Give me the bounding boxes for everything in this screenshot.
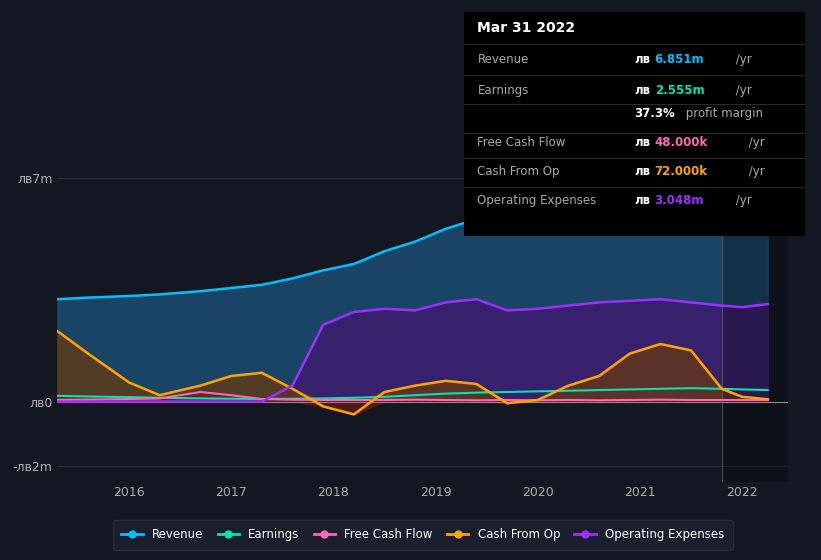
Text: лв: лв xyxy=(635,165,650,178)
Text: Mar 31 2022: Mar 31 2022 xyxy=(478,21,576,35)
Text: 2.555m: 2.555m xyxy=(654,84,704,97)
Text: Cash From Op: Cash From Op xyxy=(478,165,560,178)
Text: profit margin: profit margin xyxy=(682,106,763,120)
Legend: Revenue, Earnings, Free Cash Flow, Cash From Op, Operating Expenses: Revenue, Earnings, Free Cash Flow, Cash … xyxy=(113,520,732,549)
Text: /yr: /yr xyxy=(732,53,752,66)
Text: /yr: /yr xyxy=(732,84,752,97)
Text: 48.000k: 48.000k xyxy=(654,136,708,149)
Text: 37.3%: 37.3% xyxy=(635,106,675,120)
Text: Earnings: Earnings xyxy=(478,84,529,97)
Text: Revenue: Revenue xyxy=(478,53,529,66)
Text: /yr: /yr xyxy=(732,194,752,207)
Text: лв: лв xyxy=(635,84,650,97)
Text: /yr: /yr xyxy=(745,136,765,149)
Text: /yr: /yr xyxy=(745,165,765,178)
Text: 3.048m: 3.048m xyxy=(654,194,704,207)
Text: Operating Expenses: Operating Expenses xyxy=(478,194,597,207)
Text: лв: лв xyxy=(635,53,650,66)
Bar xyxy=(722,146,788,482)
Text: 6.851m: 6.851m xyxy=(654,53,704,66)
Text: лв: лв xyxy=(635,194,650,207)
Text: Free Cash Flow: Free Cash Flow xyxy=(478,136,566,149)
Text: 72.000k: 72.000k xyxy=(654,165,708,178)
Text: лв: лв xyxy=(635,136,650,149)
